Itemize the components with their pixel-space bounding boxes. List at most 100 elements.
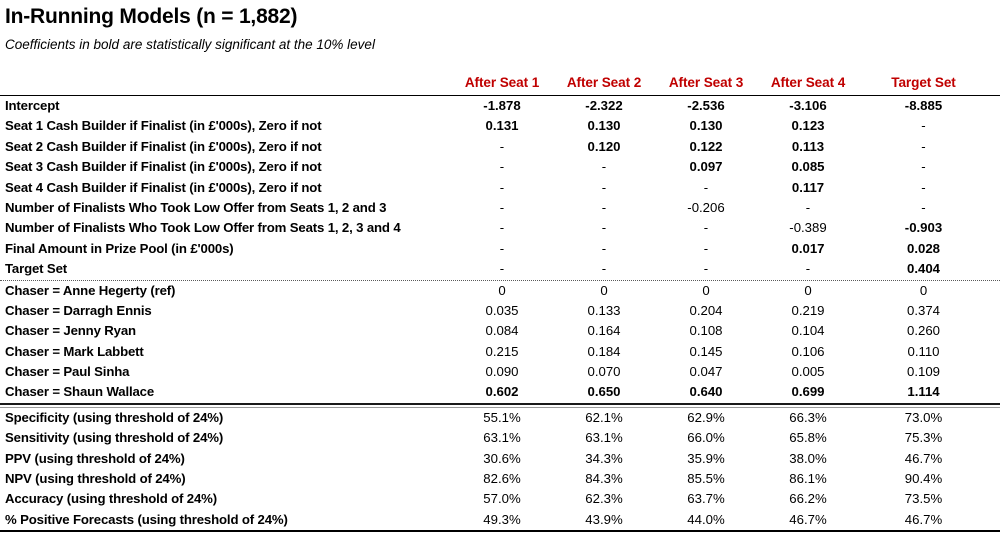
cell-value: 0.215 — [485, 343, 519, 359]
cell-value: - — [601, 159, 607, 175]
cell-value: - — [921, 138, 926, 154]
cell-value: 1.114 — [907, 384, 940, 400]
cell-value: 0.106 — [791, 343, 825, 359]
table-row: Chaser = Anne Hegerty (ref) 0 0 0 0 0 — [0, 281, 1000, 301]
cell-value: 0.047 — [689, 364, 723, 380]
cell-value: 73.5% — [904, 491, 943, 507]
cell-value: 0.120 — [587, 138, 621, 154]
cell-value: 0.017 — [791, 240, 825, 256]
row-label: NPV (using threshold of 24%) — [5, 471, 186, 487]
cell-value: 62.3% — [585, 491, 623, 507]
cell-value: 63.7% — [687, 491, 725, 507]
table-row: Chaser = Jenny Ryan 0.084 0.164 0.108 0.104 0… — [0, 321, 1000, 341]
cell-value: 0.219 — [791, 302, 825, 318]
table-row: Number of Finalists Who Took Low Offer f… — [0, 218, 1000, 238]
row-label: PPV (using threshold of 24%) — [5, 450, 185, 466]
cell-value: - — [499, 220, 505, 236]
cell-value: 82.6% — [483, 471, 521, 487]
row-label: Seat 3 Cash Builder if Finalist (in £'00… — [5, 159, 322, 175]
cell-value: 0 — [702, 282, 710, 298]
cell-value: 0.404 — [906, 261, 940, 277]
table-bottom-border — [0, 530, 1000, 533]
page-title: In-Running Models (n = 1,882) — [5, 5, 298, 28]
cell-value: 0 — [600, 282, 608, 298]
cell-value: 0 — [919, 282, 928, 298]
cell-value: 85.5% — [687, 471, 725, 487]
cell-value: 62.9% — [687, 409, 725, 425]
table-row: Chaser = Paul Sinha 0.090 0.070 0.047 0.005 0… — [0, 362, 1000, 382]
cell-value: -2.536 — [687, 98, 725, 113]
cell-value: 0.090 — [485, 364, 519, 380]
cell-value: - — [601, 179, 607, 195]
row-label: Final Amount in Prize Pool (in £'000s) — [5, 240, 234, 256]
row-label: Seat 4 Cash Builder if Finalist (in £'00… — [5, 179, 322, 195]
cell-value: 0.184 — [587, 343, 621, 359]
cell-value: 0.650 — [587, 384, 621, 400]
row-label: Specificity (using threshold of 24%) — [5, 409, 224, 425]
cell-value: 0.113 — [791, 138, 825, 154]
row-label: Seat 1 Cash Builder if Finalist (in £'00… — [5, 118, 322, 134]
cell-value: 43.9% — [585, 511, 623, 527]
column-header: After Seat 3 — [668, 74, 744, 90]
cell-value: 0.699 — [791, 384, 825, 400]
cell-value: -0.903 — [904, 220, 943, 236]
table-row: NPV (using threshold of 24%) 82.6% 84.3% 85… — [0, 469, 1000, 489]
cell-value: 0.130 — [689, 118, 723, 134]
row-label: Number of Finalists Who Took Low Offer f… — [5, 220, 401, 236]
cell-value: -8.885 — [904, 98, 943, 113]
cell-value: 0.260 — [906, 323, 940, 339]
cell-value: 0.108 — [689, 323, 723, 339]
table-row: Seat 1 Cash Builder if Finalist (in £'00… — [0, 116, 1000, 136]
table-row: Seat 3 Cash Builder if Finalist (in £'00… — [0, 157, 1000, 177]
cell-value: 65.8% — [789, 430, 827, 446]
cell-value: 0.204 — [689, 302, 723, 318]
table-row: Sensitivity (using threshold of 24%) 63.1… — [0, 428, 1000, 448]
table-row: Accuracy (using threshold of 24%) 57.0% 62… — [0, 489, 1000, 509]
double-divider — [0, 402, 1000, 408]
cell-value: - — [499, 179, 505, 195]
cell-value: 0 — [804, 282, 812, 298]
row-label: Sensitivity (using threshold of 24%) — [5, 430, 224, 446]
column-header: Target Set — [891, 74, 956, 90]
column-header: After Seat 1 — [464, 74, 540, 90]
cell-value: 34.3% — [585, 450, 623, 466]
cell-value: 0.035 — [485, 302, 519, 318]
cell-value: 49.3% — [483, 511, 521, 527]
cell-value: 35.9% — [687, 450, 725, 466]
cell-value: 66.2% — [789, 491, 827, 507]
table-row: PPV (using threshold of 24%) 30.6% 34.3% 35… — [0, 449, 1000, 469]
cell-value: 46.7% — [789, 511, 827, 527]
cell-value: -2.322 — [585, 98, 623, 113]
cell-value: 73.0% — [904, 409, 943, 425]
cell-value: - — [499, 240, 505, 256]
row-label: Chaser = Mark Labbett — [5, 343, 144, 359]
cell-value: 63.1% — [585, 430, 623, 446]
cell-value: - — [601, 220, 607, 236]
table-row: Chaser = Mark Labbett 0.215 0.184 0.145 0.10… — [0, 342, 1000, 362]
cell-value: 0.070 — [587, 364, 621, 380]
cell-value: 44.0% — [687, 511, 725, 527]
cell-value: 66.3% — [789, 409, 827, 425]
cell-value: - — [499, 138, 505, 154]
table-row: Chaser = Darragh Ennis 0.035 0.133 0.204 0.2… — [0, 301, 1000, 321]
cell-value: 84.3% — [585, 471, 623, 487]
cell-value: 0.123 — [791, 118, 825, 134]
row-label: Number of Finalists Who Took Low Offer f… — [5, 199, 387, 215]
cell-value: 0.133 — [587, 302, 621, 318]
column-header: After Seat 4 — [770, 74, 846, 90]
cell-value: 0.028 — [906, 240, 940, 256]
cell-value: 57.0% — [483, 491, 521, 507]
cell-value: 0.145 — [689, 343, 723, 359]
cell-value: - — [921, 159, 926, 175]
table-row: Intercept -1.878 -2.322 -2.536 -3.106 -8.885 — [0, 96, 1000, 116]
row-label: Seat 2 Cash Builder if Finalist (in £'00… — [5, 138, 322, 154]
cell-value: - — [805, 261, 811, 277]
cell-value: 63.1% — [483, 430, 521, 446]
cell-value: 0.085 — [791, 159, 825, 175]
coefficients-table: After Seat 1 After Seat 2 After Seat 3 Afte… — [0, 72, 1000, 533]
row-label: Chaser = Shaun Wallace — [5, 384, 155, 400]
cell-value: - — [601, 199, 607, 215]
row-label: Chaser = Jenny Ryan — [5, 323, 136, 339]
cell-value: - — [601, 240, 607, 256]
cell-value: 0.084 — [485, 323, 519, 339]
